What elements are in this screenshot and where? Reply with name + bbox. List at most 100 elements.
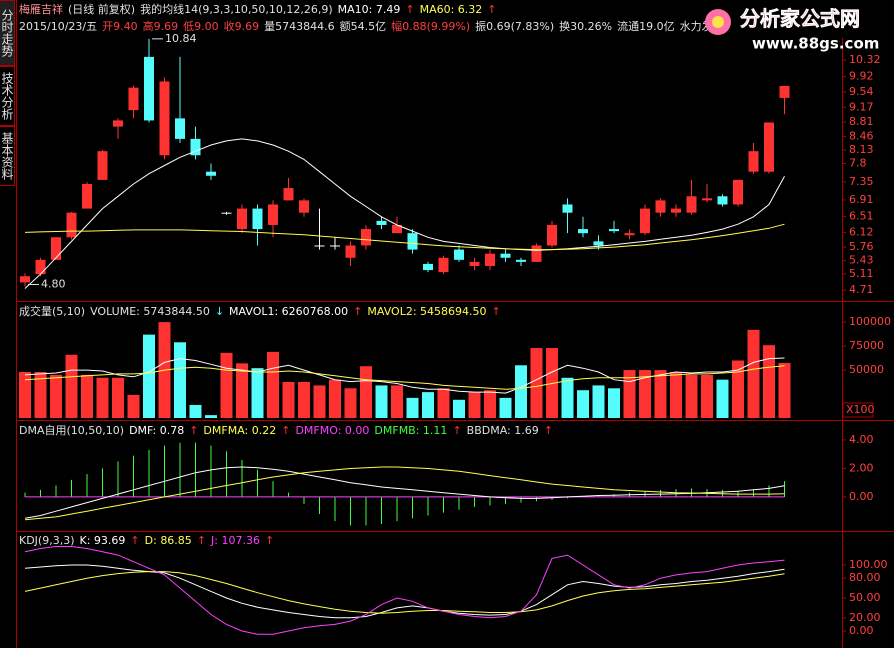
tab-fundamental[interactable]: 基本资料 (0, 126, 15, 186)
y-tick-label: 50.00 (849, 591, 881, 604)
candle-body (717, 196, 728, 205)
candle-body (671, 208, 681, 213)
volume-bar (577, 390, 589, 418)
volume-bar (437, 388, 450, 418)
series-line (24, 138, 785, 289)
legend-item: 2015/10/23/五 (19, 20, 97, 33)
volume-bar (701, 374, 713, 418)
y-tick-label: 6.51 (849, 209, 874, 222)
candle-body (66, 212, 77, 238)
y-tick-label: 4.00 (849, 433, 874, 446)
y-tick-label: 2.00 (849, 461, 874, 474)
volume-bar (484, 390, 496, 418)
volume-bar (716, 379, 729, 418)
y-tick-label: 5.11 (849, 267, 874, 280)
y-tick-label: 100.00 (849, 558, 888, 571)
series-line (24, 357, 785, 394)
candle-body (407, 233, 418, 250)
tab-technical[interactable]: 技术分析 (0, 66, 15, 126)
legend-item: 收9.69 (224, 19, 260, 33)
volume-bar (282, 381, 295, 418)
legend-item: ↑ (189, 424, 198, 437)
y-tick-label: 0.00 (849, 624, 874, 637)
candle-body (593, 241, 604, 246)
legend-item: ↑ (353, 305, 362, 318)
series-line (24, 571, 785, 614)
candle-body (454, 249, 464, 260)
candle-body (640, 208, 650, 234)
logo-title: 分析家公式网 (740, 7, 860, 31)
y-tick-label: 5.43 (849, 254, 874, 267)
candle-body (531, 245, 542, 262)
y-tick-label: 8.13 (849, 143, 874, 156)
y-tick-label: 8.46 (849, 129, 874, 142)
candle-body (144, 56, 154, 121)
y-tick-label: 6.12 (849, 225, 874, 238)
y-tick-label: 8.81 (849, 115, 874, 128)
legend-item: MA60: 6.32 (420, 3, 483, 16)
legend-item: DMA自用(10,50,10) (19, 424, 124, 437)
candle-body (159, 81, 170, 156)
legend-item: 梅雁吉祥 (19, 2, 63, 16)
volume-bar (205, 415, 217, 418)
volume-bar (561, 377, 574, 418)
legend-item: MAVOL2: 5458694.50 (367, 305, 486, 318)
volume-bar (406, 397, 419, 418)
candle-body (500, 253, 511, 258)
legend-item: 振0.69(7.83%) (475, 19, 554, 33)
candle-body (609, 229, 619, 232)
candle-body (686, 196, 697, 213)
volume-bar (530, 348, 543, 418)
volume-bar (174, 342, 186, 418)
legend-item: ↑ (405, 3, 414, 16)
candle-body (624, 233, 635, 236)
legend-item: ↑ (281, 424, 290, 437)
y-tick-label: 10.32 (849, 53, 881, 66)
series-line (24, 466, 785, 521)
legend-item: 幅0.88(9.99%) (391, 20, 470, 33)
y-tick-label: 7.8 (849, 156, 867, 169)
volume-bar (267, 351, 279, 418)
candle-body (252, 208, 263, 230)
legend-item: D: 86.85 (145, 534, 192, 547)
legend-item: 量5743844.6 (264, 20, 335, 33)
legend-item: ↑ (544, 424, 553, 437)
legend-item: ↑ (492, 305, 501, 318)
volume-bar (236, 363, 248, 418)
volume-bar (19, 372, 31, 418)
series-line (24, 546, 785, 635)
legend-item: 高9.69 (143, 19, 179, 33)
candle-body (516, 259, 526, 262)
volume-bar (344, 388, 357, 418)
y-tick-label: 50000 (849, 363, 884, 376)
volume-bar (50, 374, 62, 418)
candle-body (283, 188, 294, 201)
y-tick-label: 6.91 (849, 193, 874, 206)
candle-body (485, 253, 495, 266)
tab-intraday[interactable]: 分时走势 (0, 0, 15, 66)
candle-body (764, 122, 774, 172)
high-annotation: 10.84 (165, 32, 197, 45)
legend-item: DMFMA: 0.22 (203, 424, 276, 437)
y-tick-label: 9.54 (849, 85, 874, 98)
legend-item: MA10: 7.49 (338, 3, 401, 16)
volume-bar (453, 399, 465, 418)
legend-item: K: 93.69 (80, 534, 126, 547)
candle-body (82, 183, 92, 209)
legend-item: BBDMA: 1.69 (467, 424, 539, 437)
candle-body (438, 257, 449, 273)
volume-bar (313, 385, 326, 418)
candle-body (268, 204, 278, 225)
volume-bar (143, 334, 155, 418)
legend-item: KDJ(9,3,3) (19, 534, 75, 547)
legend-item: ↑ (197, 534, 206, 547)
legend-item: ↑ (452, 424, 461, 437)
volume-bar (468, 392, 481, 418)
volume-bar (422, 392, 434, 418)
legend-item: 额54.5亿 (340, 20, 387, 33)
legend-item: 我的均线14(9,3,3,10,50,10,12,26,9) (140, 2, 333, 16)
candle-body (35, 259, 46, 275)
y-tick-label: 0.00 (849, 490, 874, 503)
candle-body (547, 224, 557, 246)
